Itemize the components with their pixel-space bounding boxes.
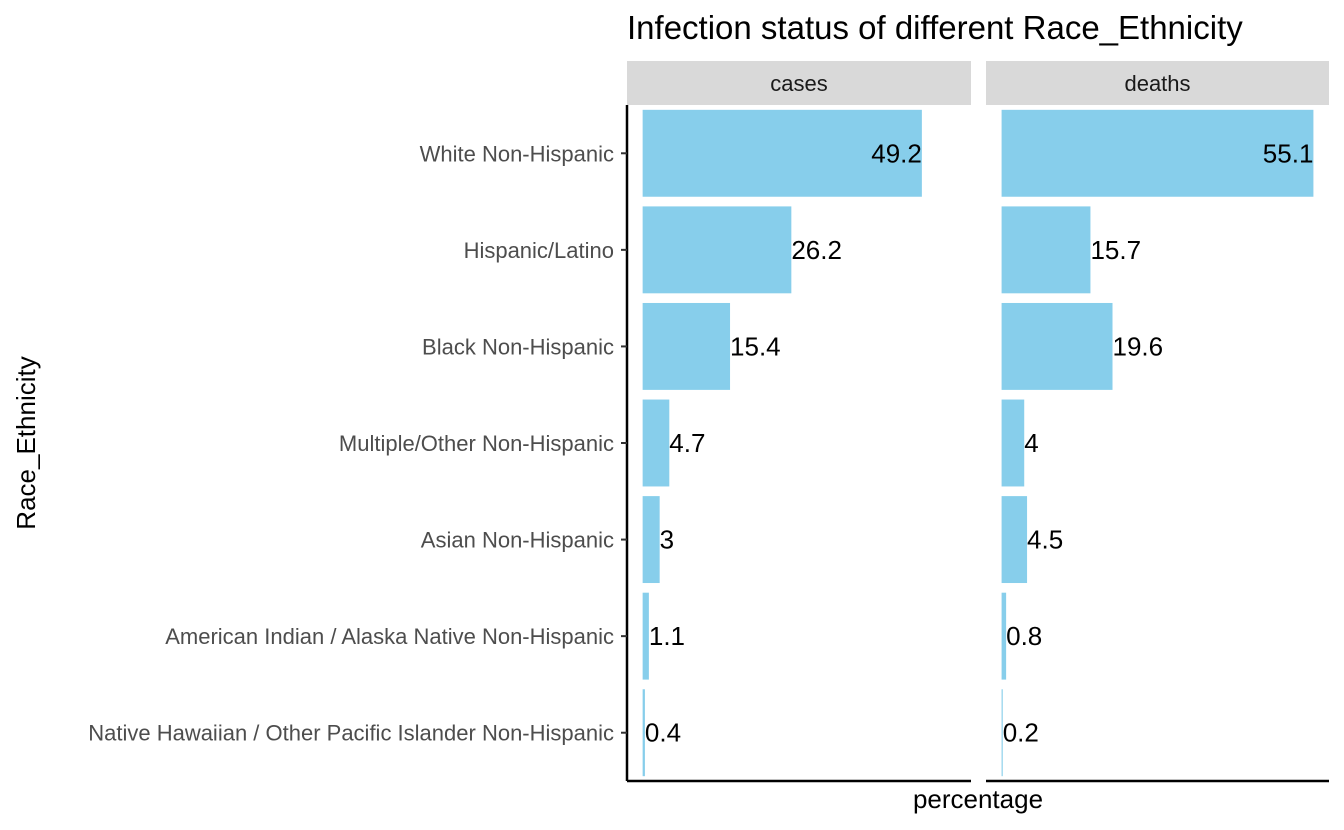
bar-value-label: 3 [660,525,674,555]
bar-value-label: 0.8 [1006,621,1042,651]
facet-panels: cases 49.2 26.2 15.4 4.7 3 1.1 0.4 deaths 55.1 15.… [627,61,1329,783]
category-label: American Indian / Alaska Native Non-Hisp… [165,624,614,649]
bar-value-label: 15.4 [730,331,781,361]
bar-value-label: 0.2 [1003,718,1039,748]
bar-cases-4 [642,496,660,584]
category-label: Hispanic/Latino [464,238,614,263]
chart-title: Infection status of different Race_Ethni… [627,9,1243,46]
bar-value-label: 49.2 [871,138,922,168]
bar-deaths-5 [1001,592,1007,680]
category-label: White Non-Hispanic [420,141,614,166]
facet-strip-label: deaths [1124,71,1190,96]
y-axis-title: Race_Ethnicity [11,356,41,529]
bar-value-label: 15.7 [1090,235,1141,265]
bar-cases-5 [642,592,649,680]
bar-cases-3 [642,399,670,487]
category-label: Native Hawaiian / Other Pacific Islander… [88,721,614,746]
category-label: Asian Non-Hispanic [421,528,614,553]
bar-deaths-1 [1001,206,1091,294]
bar-value-label: 26.2 [791,235,842,265]
bar-value-label: 55.1 [1263,138,1314,168]
bar-deaths-4 [1001,496,1028,584]
facet-panel-deaths: deaths 55.1 15.7 19.6 4 4.5 0.8 0.2 [986,61,1329,783]
bar-deaths-0 [1001,109,1314,197]
bar-cases-6 [642,689,645,777]
facet-panel-cases: cases 49.2 26.2 15.4 4.7 3 1.1 0.4 [627,61,971,783]
bar-value-label: 0.4 [645,718,681,748]
bar-value-label: 1.1 [649,621,685,651]
category-axis: White Non-Hispanic Hispanic/Latino Black N… [88,105,629,781]
bar-cases-0 [642,109,922,197]
facet-strip-cases [627,61,971,105]
bar-value-label: 4.5 [1027,525,1063,555]
facet-strip-label: cases [770,71,827,96]
bar-cases-2 [642,302,731,390]
x-axis-title: percentage [913,784,1043,814]
bar-cases-1 [642,206,792,294]
bar-value-label: 19.6 [1113,331,1164,361]
bar-deaths-6 [1001,689,1003,777]
facet-strip-deaths [986,61,1329,105]
bar-value-label: 4 [1024,428,1038,458]
bar-deaths-3 [1001,399,1025,487]
category-label: Black Non-Hispanic [422,334,614,359]
category-label: Multiple/Other Non-Hispanic [339,431,614,456]
bar-deaths-2 [1001,302,1113,390]
bar-value-label: 4.7 [669,428,705,458]
